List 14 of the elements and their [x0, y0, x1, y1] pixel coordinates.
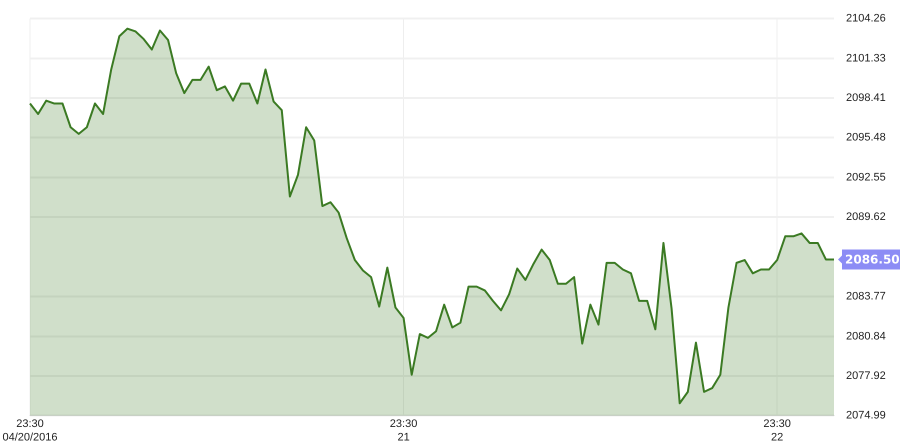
- text: 2086.50: [845, 252, 900, 267]
- y-tick-label: 2098.41: [846, 92, 886, 104]
- x-tick-label: 23:30 04/20/2016: [2, 418, 58, 444]
- x-tick-label: 23:30 21: [390, 418, 418, 444]
- y-tick-label: 2101.33: [846, 52, 886, 64]
- y-tick-label: 2074.99: [846, 410, 886, 422]
- y-tick-label: 2089.62: [846, 211, 886, 224]
- y-tick-label: 2077.92: [846, 370, 886, 382]
- y-tick-label: 2095.48: [846, 132, 886, 144]
- y-tick-label: 2104.26: [846, 12, 886, 25]
- x-tick-label: 23:30 22: [763, 418, 791, 444]
- y-tick-label: 2083.77: [846, 290, 886, 303]
- y-tick-label: 2080.84: [846, 330, 886, 342]
- y-tick-label: 2092.55: [846, 171, 886, 184]
